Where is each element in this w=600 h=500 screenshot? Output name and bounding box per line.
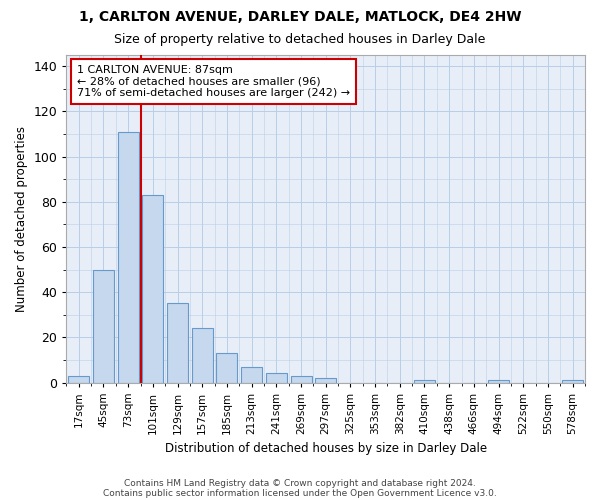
Bar	[118, 132, 139, 382]
Bar	[241, 366, 262, 382]
Bar	[488, 380, 509, 382]
Text: Contains HM Land Registry data © Crown copyright and database right 2024.: Contains HM Land Registry data © Crown c…	[124, 478, 476, 488]
Bar	[68, 376, 89, 382]
Y-axis label: Number of detached properties: Number of detached properties	[15, 126, 28, 312]
Bar	[93, 270, 114, 382]
Text: 1 CARLTON AVENUE: 87sqm
← 28% of detached houses are smaller (96)
71% of semi-de: 1 CARLTON AVENUE: 87sqm ← 28% of detache…	[77, 65, 350, 98]
X-axis label: Distribution of detached houses by size in Darley Dale: Distribution of detached houses by size …	[164, 442, 487, 455]
Bar	[142, 195, 163, 382]
Bar	[290, 376, 311, 382]
Bar	[562, 380, 583, 382]
Text: Size of property relative to detached houses in Darley Dale: Size of property relative to detached ho…	[115, 32, 485, 46]
Bar	[414, 380, 435, 382]
Bar	[167, 304, 188, 382]
Bar	[266, 374, 287, 382]
Text: Contains public sector information licensed under the Open Government Licence v3: Contains public sector information licen…	[103, 488, 497, 498]
Bar	[217, 353, 238, 382]
Bar	[192, 328, 213, 382]
Bar	[315, 378, 336, 382]
Text: 1, CARLTON AVENUE, DARLEY DALE, MATLOCK, DE4 2HW: 1, CARLTON AVENUE, DARLEY DALE, MATLOCK,…	[79, 10, 521, 24]
